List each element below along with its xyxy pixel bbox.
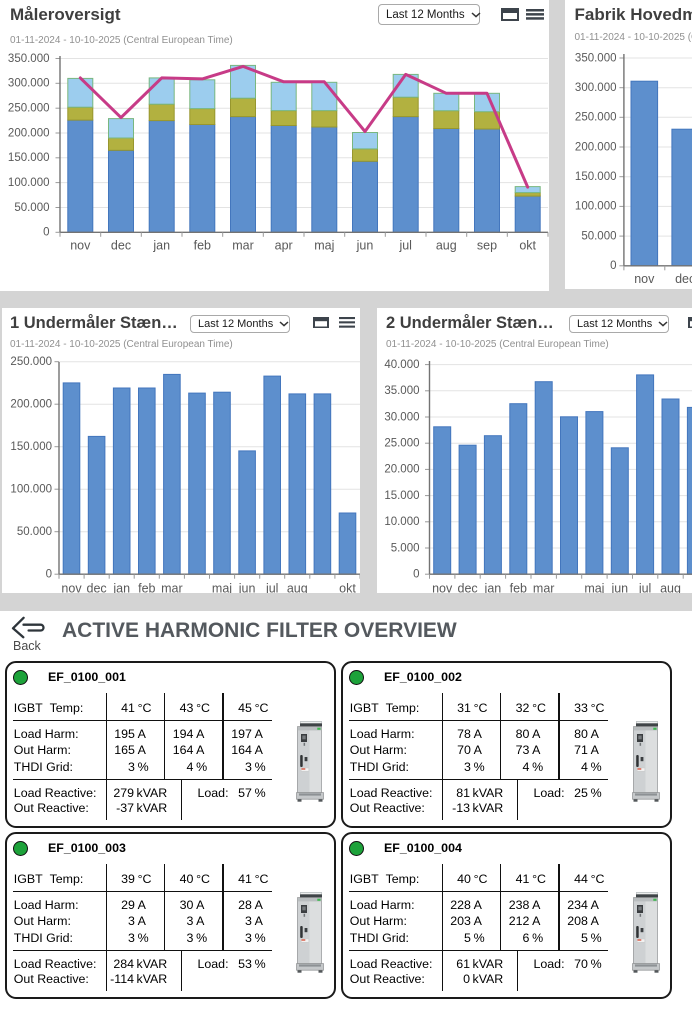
svg-text:feb: feb	[510, 582, 527, 594]
svg-text:15.000: 15.000	[384, 490, 419, 502]
svg-text:25.000: 25.000	[384, 438, 419, 450]
svg-text:350.000: 350.000	[8, 53, 50, 65]
svg-text:nov: nov	[432, 582, 453, 594]
svg-text:feb: feb	[194, 239, 211, 253]
svg-text:0: 0	[413, 569, 419, 581]
svg-text:50.000: 50.000	[581, 230, 616, 242]
svg-text:okt: okt	[339, 582, 356, 594]
svg-text:mar: mar	[533, 582, 555, 594]
svg-text:mar: mar	[161, 582, 183, 594]
svg-text:aug: aug	[287, 582, 308, 594]
svg-text:dec: dec	[87, 582, 107, 594]
svg-text:50.000: 50.000	[17, 526, 52, 538]
svg-text:maj: maj	[314, 239, 334, 253]
svg-text:250.000: 250.000	[574, 112, 616, 124]
svg-text:nov: nov	[634, 272, 655, 286]
svg-text:jan: jan	[152, 239, 170, 253]
svg-text:nov: nov	[70, 239, 91, 253]
svg-text:feb: feb	[138, 582, 155, 594]
svg-text:jun: jun	[238, 582, 256, 594]
svg-text:200.000: 200.000	[574, 141, 616, 153]
svg-text:aug: aug	[660, 582, 681, 594]
svg-text:jul: jul	[638, 582, 652, 594]
svg-text:100.000: 100.000	[10, 484, 52, 496]
svg-text:sep: sep	[477, 239, 497, 253]
svg-text:maj: maj	[212, 582, 232, 594]
svg-text:350.000: 350.000	[574, 52, 616, 64]
svg-text:10.000: 10.000	[384, 516, 419, 528]
svg-text:nov: nov	[61, 582, 82, 594]
svg-text:dec: dec	[111, 239, 131, 253]
svg-text:jun: jun	[610, 582, 628, 594]
svg-text:150.000: 150.000	[10, 441, 52, 453]
svg-text:jul: jul	[398, 239, 412, 253]
svg-text:300.000: 300.000	[8, 78, 50, 90]
svg-text:35.000: 35.000	[384, 385, 419, 397]
svg-text:40.000: 40.000	[384, 359, 419, 371]
svg-text:jan: jan	[484, 582, 502, 594]
svg-text:0: 0	[46, 569, 52, 581]
svg-text:jan: jan	[112, 582, 130, 594]
svg-text:aug: aug	[436, 239, 457, 253]
svg-text:jun: jun	[356, 239, 374, 253]
svg-text:okt: okt	[519, 239, 536, 253]
svg-text:dec: dec	[675, 272, 692, 286]
svg-text:jul: jul	[265, 582, 279, 594]
svg-text:200.000: 200.000	[10, 399, 52, 411]
svg-text:100.000: 100.000	[8, 177, 50, 189]
svg-text:200.000: 200.000	[8, 127, 50, 139]
svg-text:300.000: 300.000	[574, 82, 616, 94]
svg-text:30.000: 30.000	[384, 411, 419, 423]
svg-text:250.000: 250.000	[8, 103, 50, 115]
svg-text:apr: apr	[275, 239, 293, 253]
svg-text:dec: dec	[458, 582, 478, 594]
svg-text:maj: maj	[584, 582, 604, 594]
svg-text:0: 0	[43, 227, 49, 239]
svg-text:0: 0	[610, 260, 616, 272]
svg-text:5.000: 5.000	[391, 542, 420, 554]
svg-text:50.000: 50.000	[14, 202, 49, 214]
svg-text:250.000: 250.000	[10, 356, 52, 368]
svg-text:mar: mar	[232, 239, 254, 253]
svg-text:100.000: 100.000	[574, 201, 616, 213]
svg-text:150.000: 150.000	[8, 152, 50, 164]
svg-text:150.000: 150.000	[574, 171, 616, 183]
svg-text:20.000: 20.000	[384, 464, 419, 476]
